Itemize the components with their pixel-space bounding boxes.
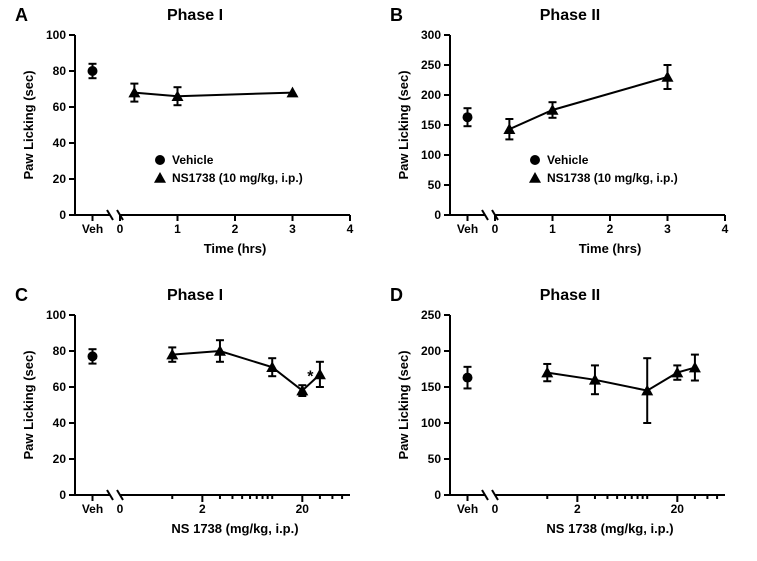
svg-text:100: 100 xyxy=(46,28,66,42)
svg-text:Vehicle: Vehicle xyxy=(547,153,589,167)
panel-a-svg: 0 20 40 60 80 100 Paw Licking (sec) Veh 0 1 2 3 4 Tim… xyxy=(15,5,375,270)
svg-text:20: 20 xyxy=(671,502,685,516)
svg-text:Paw Licking (sec): Paw Licking (sec) xyxy=(21,350,36,459)
panel-d-svg: 0 50 100 150 200 250 Paw Licking (sec) Veh 0 2 20 N… xyxy=(390,285,750,550)
svg-text:0: 0 xyxy=(59,488,66,502)
svg-text:40: 40 xyxy=(53,416,67,430)
panel-b-title: Phase II xyxy=(390,7,750,25)
svg-text:Time (hrs): Time (hrs) xyxy=(579,241,642,256)
svg-text:20: 20 xyxy=(296,502,310,516)
svg-text:80: 80 xyxy=(53,64,67,78)
panel-b-svg: 0 50 100 150 200 250 300 Paw Licking (sec) Veh 0 1… xyxy=(390,5,750,270)
svg-text:Paw Licking (sec): Paw Licking (sec) xyxy=(396,350,411,459)
svg-text:0: 0 xyxy=(434,208,441,222)
svg-text:0: 0 xyxy=(59,208,66,222)
svg-text:0: 0 xyxy=(492,222,499,236)
svg-text:20: 20 xyxy=(53,452,67,466)
svg-text:250: 250 xyxy=(421,308,441,322)
svg-text:60: 60 xyxy=(53,100,67,114)
svg-text:Time (hrs): Time (hrs) xyxy=(204,241,267,256)
svg-text:2: 2 xyxy=(232,222,239,236)
panel-a-title: Phase I xyxy=(15,7,375,25)
svg-text:*: * xyxy=(307,369,314,386)
svg-text:200: 200 xyxy=(421,344,441,358)
svg-text:4: 4 xyxy=(347,222,354,236)
panel-c-svg: 0 20 40 60 80 100 Paw Licking (sec) Veh 0 2 20 NS 1… xyxy=(15,285,375,550)
svg-text:0: 0 xyxy=(117,222,124,236)
svg-text:Veh: Veh xyxy=(82,502,103,516)
svg-text:100: 100 xyxy=(421,148,441,162)
svg-text:50: 50 xyxy=(428,178,442,192)
svg-text:50: 50 xyxy=(428,452,442,466)
svg-text:250: 250 xyxy=(421,58,441,72)
svg-text:150: 150 xyxy=(421,118,441,132)
svg-text:0: 0 xyxy=(117,502,124,516)
svg-text:1: 1 xyxy=(549,222,556,236)
svg-text:NS1738 (10 mg/kg, i.p.): NS1738 (10 mg/kg, i.p.) xyxy=(172,171,303,185)
svg-text:300: 300 xyxy=(421,28,441,42)
svg-text:20: 20 xyxy=(53,172,67,186)
svg-text:60: 60 xyxy=(53,380,67,394)
svg-text:1: 1 xyxy=(174,222,181,236)
panel-a: A Phase I 020406080100Paw Licking (sec)V… xyxy=(15,5,375,270)
svg-text:2: 2 xyxy=(607,222,614,236)
svg-text:100: 100 xyxy=(46,308,66,322)
panel-b: B Phase II 050100150200250300Paw Licking… xyxy=(390,5,750,270)
svg-text:3: 3 xyxy=(664,222,671,236)
panel-c-title: Phase I xyxy=(15,287,375,305)
figure-root: A Phase I 020406080100Paw Licking (sec)V… xyxy=(0,0,757,561)
svg-text:4: 4 xyxy=(722,222,729,236)
svg-text:80: 80 xyxy=(53,344,67,358)
panel-c: C Phase I 020406080100Paw Licking (sec)V… xyxy=(15,285,375,550)
svg-text:100: 100 xyxy=(421,416,441,430)
svg-text:200: 200 xyxy=(421,88,441,102)
panel-d-title: Phase II xyxy=(390,287,750,305)
panel-d: D Phase II 050100150200250Paw Licking (s… xyxy=(390,285,750,550)
svg-text:2: 2 xyxy=(574,502,581,516)
svg-text:Paw Licking (sec): Paw Licking (sec) xyxy=(396,70,411,179)
svg-text:2: 2 xyxy=(199,502,206,516)
svg-text:Veh: Veh xyxy=(457,502,478,516)
svg-text:0: 0 xyxy=(434,488,441,502)
svg-text:40: 40 xyxy=(53,136,67,150)
svg-text:NS1738 (10 mg/kg, i.p.): NS1738 (10 mg/kg, i.p.) xyxy=(547,171,678,185)
svg-text:Paw Licking (sec): Paw Licking (sec) xyxy=(21,70,36,179)
svg-text:Vehicle: Vehicle xyxy=(172,153,214,167)
svg-text:NS 1738 (mg/kg, i.p.): NS 1738 (mg/kg, i.p.) xyxy=(546,521,673,536)
svg-text:0: 0 xyxy=(492,502,499,516)
svg-text:150: 150 xyxy=(421,380,441,394)
svg-text:Veh: Veh xyxy=(82,222,103,236)
svg-text:3: 3 xyxy=(289,222,296,236)
svg-text:Veh: Veh xyxy=(457,222,478,236)
svg-text:NS 1738 (mg/kg, i.p.): NS 1738 (mg/kg, i.p.) xyxy=(171,521,298,536)
